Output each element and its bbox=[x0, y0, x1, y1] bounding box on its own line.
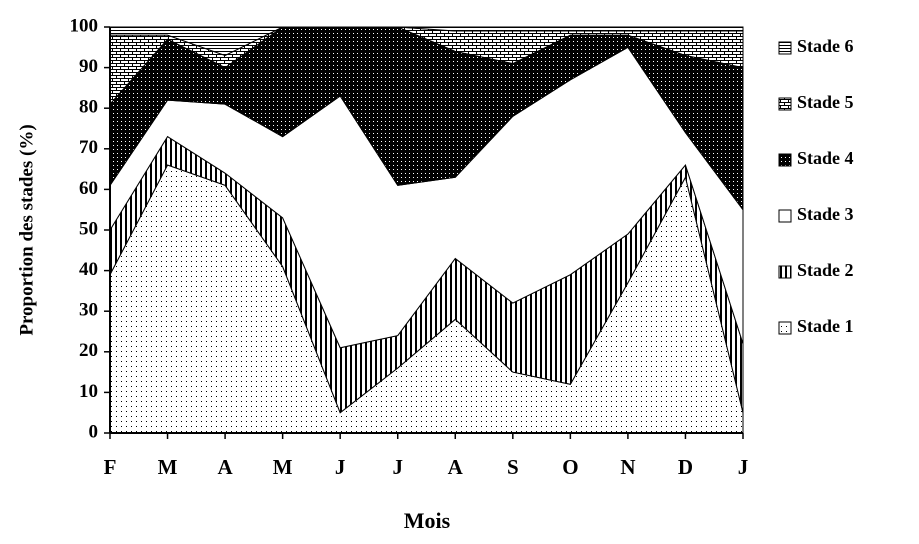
y-tick-label: 30 bbox=[79, 300, 98, 321]
x-tick-label: A bbox=[448, 455, 464, 479]
legend-swatch bbox=[778, 97, 792, 111]
x-tick-label: O bbox=[562, 455, 578, 479]
area bbox=[109, 26, 744, 56]
x-tick-label: N bbox=[620, 455, 635, 479]
x-tick-label: M bbox=[273, 455, 293, 479]
legend-label: Stade 5 bbox=[797, 92, 854, 112]
y-tick-label: 90 bbox=[79, 56, 98, 77]
x-tick-label: J bbox=[738, 455, 749, 479]
x-tick-label: F bbox=[104, 455, 117, 479]
x-tick-label: J bbox=[392, 455, 403, 479]
y-tick-label: 80 bbox=[79, 97, 98, 118]
y-tick-label: 50 bbox=[79, 218, 98, 239]
legend-label: Stade 2 bbox=[797, 260, 854, 280]
y-tick-label: 100 bbox=[70, 15, 99, 36]
x-axis-label: Mois bbox=[404, 508, 451, 533]
legend-label: Stade 6 bbox=[797, 36, 854, 56]
legend-label: Stade 1 bbox=[797, 316, 854, 336]
legend-swatch bbox=[778, 41, 792, 55]
legend-label: Stade 3 bbox=[797, 204, 854, 224]
x-tick-label: S bbox=[507, 455, 519, 479]
y-axis-label: Proportion des stades (%) bbox=[16, 124, 37, 335]
legend-swatch bbox=[778, 209, 792, 223]
legend-swatch bbox=[778, 153, 792, 167]
x-tick-label: A bbox=[218, 455, 234, 479]
x-tick-label: J bbox=[335, 455, 346, 479]
legend-swatch bbox=[778, 321, 792, 335]
y-tick-label: 20 bbox=[79, 340, 98, 361]
y-tick-label: 60 bbox=[79, 178, 98, 199]
y-tick-label: 10 bbox=[79, 381, 98, 402]
legend-label: Stade 4 bbox=[797, 148, 854, 168]
x-tick-label: M bbox=[158, 455, 178, 479]
legend-swatch bbox=[778, 265, 792, 279]
x-tick-label: D bbox=[678, 455, 693, 479]
y-tick-label: 40 bbox=[79, 259, 98, 280]
y-tick-label: 0 bbox=[89, 421, 99, 442]
y-tick-label: 70 bbox=[79, 137, 98, 158]
